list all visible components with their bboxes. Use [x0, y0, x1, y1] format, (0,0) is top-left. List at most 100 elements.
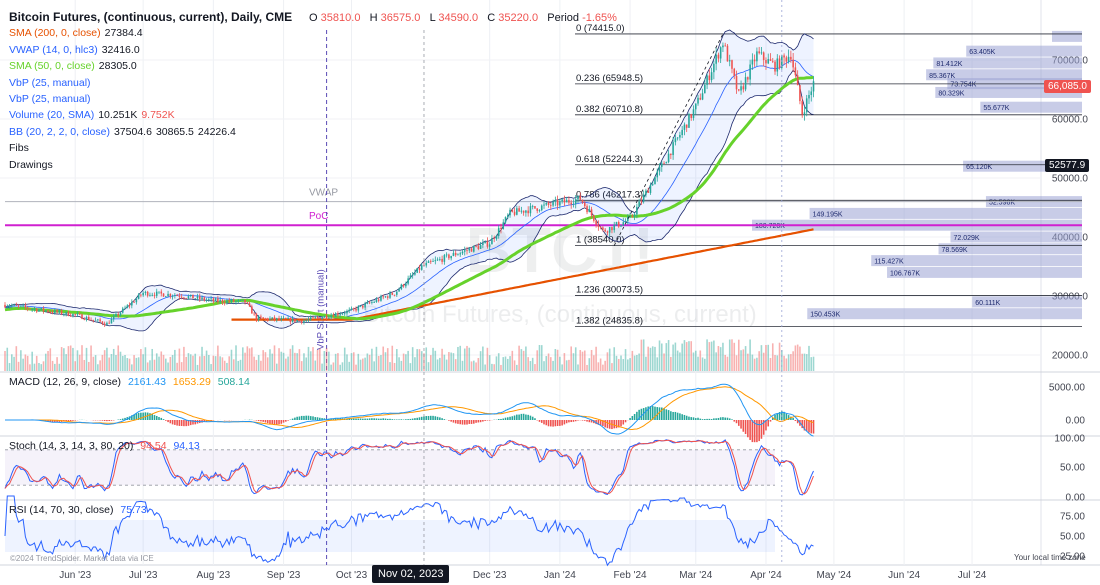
macd-hist-bar: [461, 420, 464, 425]
volume-bar: [742, 349, 745, 371]
volume-bar: [85, 347, 88, 371]
candle-body: [328, 317, 330, 319]
macd-hist-bar: [180, 420, 183, 426]
candle-body: [63, 314, 65, 315]
macd-hist-bar: [649, 406, 652, 420]
time-axis-label: Oct '23: [336, 570, 368, 581]
macd-hist-bar: [189, 420, 192, 426]
macd-hist-bar: [171, 420, 174, 425]
macd-hist-bar: [656, 407, 659, 420]
macd-hist-bar: [749, 420, 751, 440]
candle-body: [303, 320, 305, 323]
candle-body: [319, 317, 321, 320]
candle-body: [785, 57, 788, 62]
indicator-4[interactable]: VbP (25, manual): [9, 91, 617, 107]
volume-bar: [307, 346, 310, 371]
candle-body: [429, 261, 432, 263]
candle-body: [681, 129, 683, 135]
volume-bar: [380, 355, 382, 371]
candle-body: [787, 56, 790, 62]
indicator-2[interactable]: SMA (50, 0, close) 28305.0: [9, 58, 617, 74]
volume-bar: [783, 355, 785, 371]
volume-bar: [751, 354, 754, 371]
candle-body: [128, 305, 131, 307]
candle-body: [8, 306, 11, 308]
candle-body: [461, 251, 464, 254]
vbp-bar-0: [1052, 30, 1082, 42]
volume-bar: [445, 359, 448, 371]
vbp-bar: [887, 266, 1082, 278]
volume-bar: [701, 357, 704, 371]
macd-hist-bar: [590, 420, 593, 423]
volume-bar: [22, 358, 24, 371]
vbp-value-label: 180.720K: [755, 223, 785, 230]
macd-hist-bar: [269, 420, 271, 424]
candle-body: [753, 59, 756, 62]
volume-bar: [51, 360, 54, 371]
volume-bar: [511, 350, 514, 371]
indicator-6[interactable]: BB (20, 2, 2, 0, close) 37504.6 30865.5 242…: [9, 124, 617, 140]
indicator-8[interactable]: Drawings: [9, 157, 617, 173]
macd-hist-bar: [633, 413, 636, 420]
macd-hist-bar: [420, 416, 423, 420]
candle-body: [665, 162, 668, 164]
macd-hist-bar: [316, 417, 319, 420]
candle-body: [525, 210, 527, 213]
indicator-1[interactable]: VWAP (14, 0, hlc3) 32416.0: [9, 42, 617, 58]
macd-hist-bar: [137, 412, 140, 420]
volume-bar: [704, 358, 706, 371]
volume-bar: [384, 352, 387, 371]
candle-body: [160, 291, 163, 294]
vbp-bar: [933, 57, 1082, 69]
candle-body: [260, 316, 262, 318]
indicator-7[interactable]: Fibs: [9, 140, 617, 156]
volume-bar: [568, 359, 570, 371]
volume-bar: [473, 360, 475, 371]
candle-body: [488, 244, 491, 247]
volume-bar: [479, 351, 482, 371]
volume-bar: [67, 346, 70, 371]
macd-hist-bar: [452, 420, 455, 423]
volume-bar: [187, 353, 190, 371]
candle-body: [796, 75, 799, 86]
volume-bar: [128, 358, 131, 371]
candle-body: [339, 314, 341, 316]
candle-body: [271, 317, 274, 319]
volume-bar: [155, 353, 158, 371]
candle-body: [273, 317, 276, 320]
macd-hist-bar: [203, 420, 206, 422]
macd-hist-bar: [552, 420, 554, 427]
candle-body: [441, 258, 443, 262]
price-tick-label: 20000.0: [1052, 351, 1089, 362]
candle-body: [504, 217, 507, 223]
candle-body: [699, 97, 702, 100]
candle-body: [735, 75, 738, 90]
macd-hist-bar: [178, 420, 181, 426]
fib-label: 1.382 (24835.8): [576, 315, 643, 326]
volume-bar: [334, 353, 337, 371]
indicator-3[interactable]: VbP (25, manual): [9, 75, 617, 91]
volume-bar: [488, 355, 491, 371]
volume-bar: [305, 357, 308, 371]
volume-bar: [436, 359, 439, 371]
volume-bar: [715, 352, 717, 371]
stoch-tick-label: 100.00: [1054, 434, 1085, 445]
volume-bar: [554, 349, 557, 371]
indicator-5[interactable]: Volume (20, SMA) 10.251K 9.752K: [9, 107, 617, 123]
volume-bar: [504, 356, 507, 371]
macd-signal-line: [5, 386, 814, 431]
macd-hist-bar: [405, 419, 407, 420]
volume-bar: [339, 364, 341, 371]
candle-body: [364, 303, 366, 308]
volume-bar: [117, 345, 120, 371]
volume-bar: [651, 346, 654, 371]
candle-body: [69, 315, 72, 317]
candle-body: [56, 310, 58, 313]
candle-body: [44, 310, 47, 312]
indicator-0[interactable]: SMA (200, 0, close) 27384.4: [9, 25, 617, 41]
candle-body: [4, 304, 6, 308]
macd-hist-bar: [516, 414, 518, 420]
volume-bar: [65, 354, 67, 371]
candle-body: [588, 209, 591, 213]
